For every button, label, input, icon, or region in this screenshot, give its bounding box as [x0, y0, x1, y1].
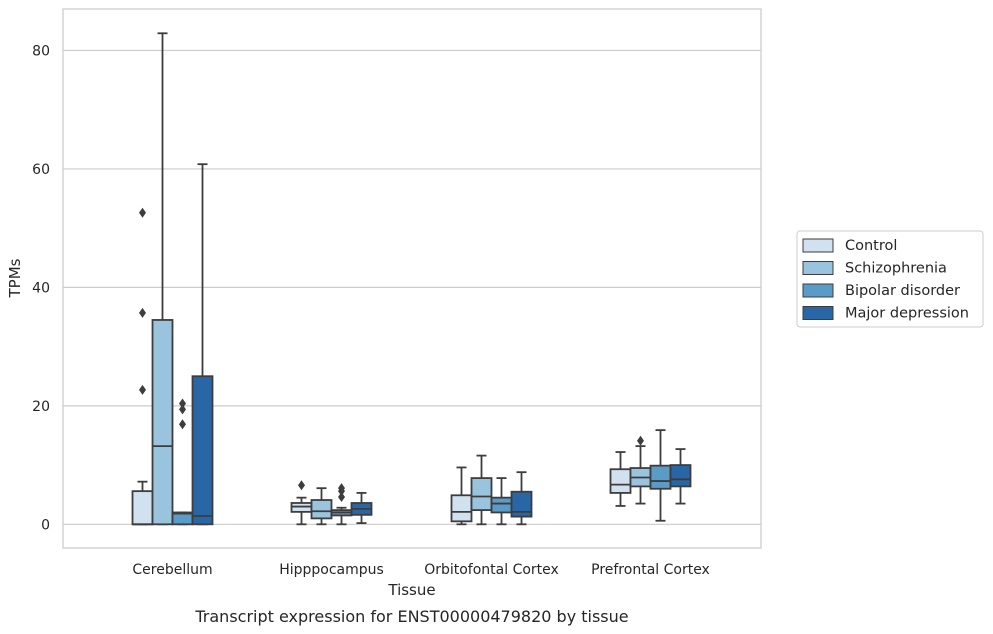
- x-tick-label: Orbitofontal Cortex: [424, 562, 559, 578]
- box: [629, 435, 652, 505]
- series-control: [131, 207, 632, 526]
- box: [171, 398, 194, 526]
- box-iqr: [151, 319, 174, 526]
- outlier-point: [139, 207, 146, 218]
- legend-label: Bipolar disorder: [845, 283, 960, 299]
- box: [609, 451, 632, 507]
- box-iqr: [310, 499, 333, 520]
- x-tick-label: Prefrontal Cortex: [591, 562, 710, 578]
- legend-label: Control: [845, 238, 897, 254]
- x-tick-label: Cerebellum: [132, 562, 212, 578]
- legend-items: Control Schizophrenia Bipolar disorder Majo…: [802, 238, 969, 322]
- outlier-point: [338, 483, 345, 494]
- x-tick-labels: Cerebellum Hipppocampus Orbitofontal Corte…: [132, 562, 709, 578]
- box-iqr: [649, 464, 672, 490]
- chart-caption: Transcript expression for ENST0000047982…: [194, 607, 628, 626]
- y-tick-label: 60: [32, 162, 50, 178]
- outlier-point: [298, 480, 305, 491]
- box-iqr: [510, 490, 533, 518]
- grid-lines: [63, 49, 761, 525]
- legend-swatch: [802, 238, 834, 253]
- series-schizophrenia: [151, 32, 652, 526]
- outlier-point: [139, 384, 146, 395]
- legend-swatch: [802, 261, 834, 275]
- outlier-point: [179, 419, 186, 430]
- legend-label: Schizophrenia: [845, 261, 947, 277]
- box-iqr: [669, 464, 692, 488]
- legend-swatch: [802, 283, 834, 298]
- series-bipolar-disorder: [171, 398, 672, 526]
- legend-frame: [796, 230, 984, 328]
- plot-frame: [62, 8, 762, 549]
- box-iqr: [609, 468, 632, 494]
- outlier-point: [637, 435, 644, 446]
- legend-swatch: [802, 306, 834, 320]
- box: [669, 448, 692, 505]
- box-iqr: [450, 494, 473, 523]
- box-iqr: [131, 490, 154, 526]
- x-tick-label: Hipppocampus: [279, 562, 384, 578]
- box: [510, 471, 533, 526]
- y-tick-label: 20: [32, 399, 50, 415]
- box: [310, 487, 333, 526]
- outlier-point: [139, 307, 146, 318]
- outlier-point: [338, 492, 345, 503]
- legend: Control Schizophrenia Bipolar disorder Majo…: [796, 230, 984, 328]
- box: [649, 429, 672, 522]
- y-tick-label: 0: [41, 517, 50, 533]
- box-iqr: [191, 375, 214, 526]
- box: [151, 32, 174, 526]
- box-iqr: [490, 496, 513, 514]
- plot-area: [131, 32, 692, 526]
- box: [490, 477, 513, 526]
- series-major-depression: [191, 163, 692, 526]
- box: [131, 207, 154, 526]
- box: [191, 163, 214, 526]
- y-tick-label: 40: [32, 280, 50, 296]
- x-axis-label: Tissue: [387, 581, 435, 599]
- box: [330, 483, 353, 526]
- outlier-point: [179, 398, 186, 409]
- y-tick-label: 80: [32, 43, 50, 59]
- box: [450, 466, 473, 526]
- box: [290, 480, 313, 526]
- legend-label: Major depression: [845, 306, 969, 322]
- box: [350, 492, 373, 525]
- box-iqr: [470, 477, 493, 511]
- y-tick-labels: 0 20 40 60 80: [32, 43, 50, 533]
- outlier-point: [179, 404, 186, 415]
- box: [470, 454, 493, 526]
- y-axis-label: TPMs: [6, 258, 24, 298]
